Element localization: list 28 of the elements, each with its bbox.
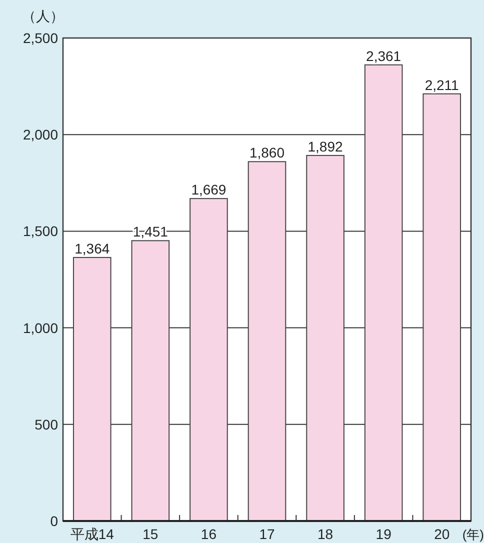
x-tick-label: 20 [434,526,450,542]
y-tick-label: 2,000 [22,126,58,143]
data-label: 2,361 [366,48,402,64]
data-label: 1,364 [74,240,110,256]
x-tick-label: 15 [142,526,158,542]
bar [422,93,462,522]
data-label: 1,892 [308,138,344,154]
x-tick-label: 18 [317,526,334,542]
y-tick-label: 2,500 [22,30,58,46]
data-label: 1,669 [191,182,226,198]
y-tick-label: 1,000 [22,320,58,336]
x-tick-label: 16 [200,526,217,542]
y-tick-label: 0 [50,513,58,529]
data-label: 1,860 [249,144,285,161]
x-tick-label: 17 [259,526,275,542]
data-label: 2,211 [424,76,460,93]
bar [131,240,170,522]
bar [190,198,228,522]
bar [72,256,112,522]
x-tick-label: 平成14 [70,526,114,542]
bar [306,154,344,522]
x-axis-title: (年) [462,527,484,542]
x-tick-label: 19 [376,526,392,542]
bar [248,161,286,522]
y-tick-label: 1,500 [22,223,58,240]
y-axis-title: （人） [22,8,64,24]
bar [364,64,403,522]
y-tick-label: 500 [34,416,58,432]
